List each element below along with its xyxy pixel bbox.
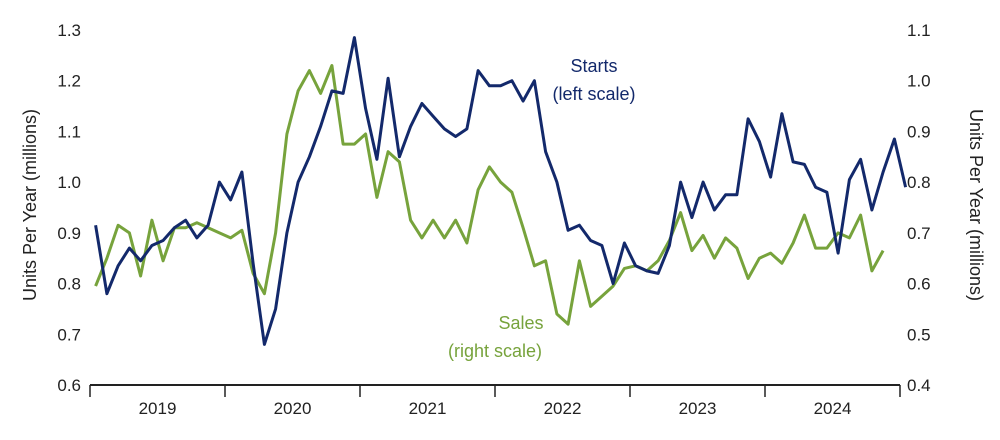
right-tick-label: 0.6 xyxy=(907,275,931,294)
right-tick-label: 1.0 xyxy=(907,72,931,91)
x-tick-label: 2019 xyxy=(139,399,177,418)
left-tick-label: 1.0 xyxy=(57,173,81,192)
left-tick-label: 1.2 xyxy=(57,72,81,91)
left-tick-label: 0.6 xyxy=(57,376,81,395)
series-line-starts xyxy=(94,36,908,346)
left-tick-label: 0.9 xyxy=(57,224,81,243)
right-tick-label: 1.1 xyxy=(907,21,931,40)
left-tick-label: 1.3 xyxy=(57,21,81,40)
left-axis-title: Units Per Year (millions) xyxy=(20,109,40,301)
right-tick-label: 0.4 xyxy=(907,376,931,395)
right-axis-title: Units Per Year (millions) xyxy=(966,109,986,301)
right-tick-label: 0.9 xyxy=(907,122,931,141)
starts-annotation-line1: Starts xyxy=(570,56,617,76)
x-tick-label: 2023 xyxy=(679,399,717,418)
x-tick-label: 2021 xyxy=(409,399,447,418)
right-tick-label: 0.5 xyxy=(907,325,931,344)
left-tick-label: 0.7 xyxy=(57,325,81,344)
right-tick-label: 0.7 xyxy=(907,224,931,243)
right-tick-label: 0.8 xyxy=(907,173,931,192)
starts-annotation-line2: (left scale) xyxy=(552,84,635,104)
x-axis-labels: 2019 2020 2021 2022 2023 2024 xyxy=(139,399,852,418)
x-axis-ticks xyxy=(89,385,901,397)
x-tick-label: 2024 xyxy=(814,399,852,418)
right-axis-ticks: 0.4 0.5 0.6 0.7 0.8 0.9 1.0 1.1 xyxy=(907,21,931,395)
x-tick-label: 2020 xyxy=(274,399,312,418)
sales-annotation-line2: (right scale) xyxy=(448,341,542,361)
sales-annotation-line1: Sales xyxy=(498,313,543,333)
x-tick-label: 2022 xyxy=(544,399,582,418)
left-tick-label: 1.1 xyxy=(57,122,81,141)
series-line-sales xyxy=(94,64,885,326)
left-tick-label: 0.8 xyxy=(57,275,81,294)
left-axis-ticks: 0.6 0.7 0.8 0.9 1.0 1.1 1.2 1.3 xyxy=(57,21,81,395)
